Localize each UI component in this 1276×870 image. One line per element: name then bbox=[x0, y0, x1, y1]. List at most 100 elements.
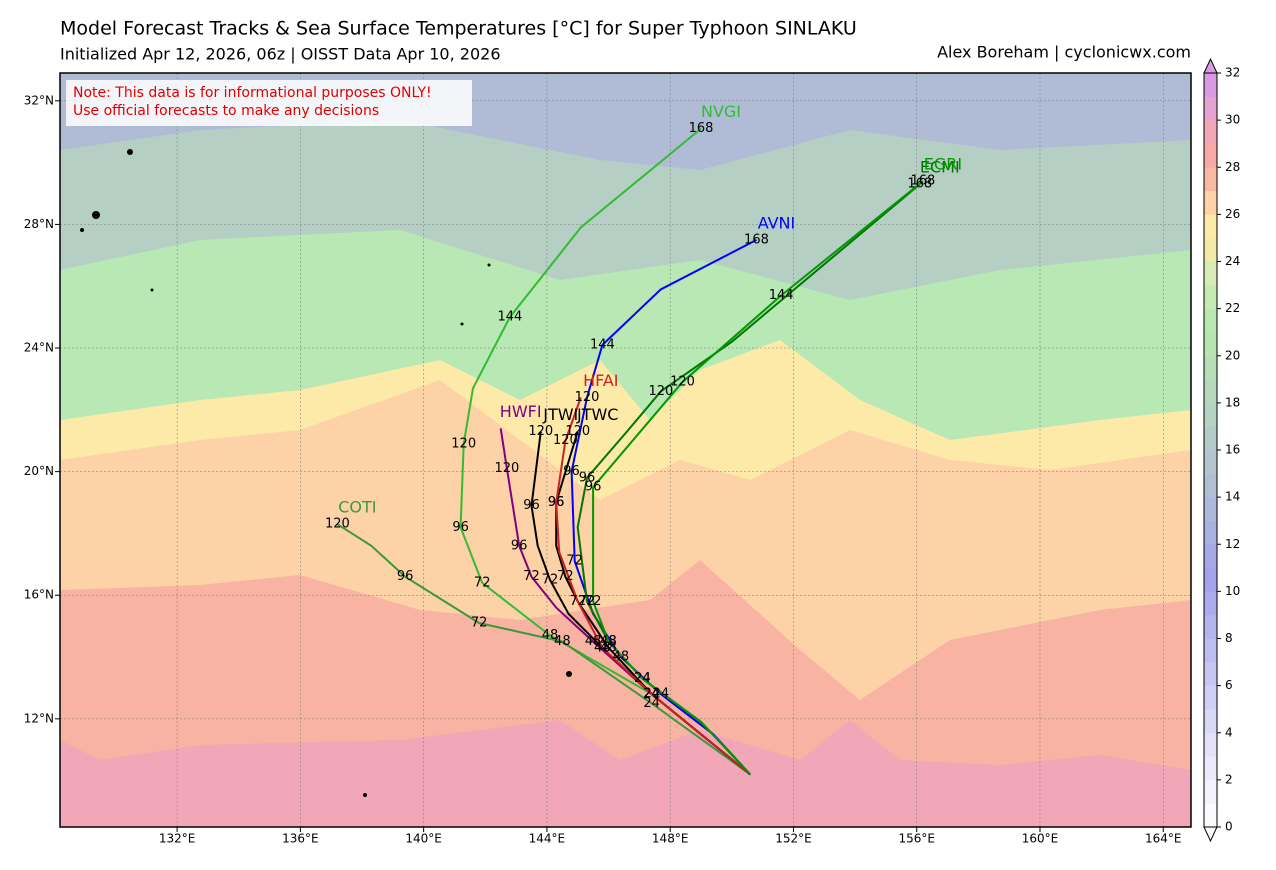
track-name: JTWI bbox=[542, 405, 578, 424]
track-name: COTI bbox=[338, 498, 376, 517]
colorbar-bin bbox=[1204, 332, 1217, 357]
forecast-hour-label: 24 bbox=[634, 671, 651, 686]
colorbar-bin bbox=[1204, 261, 1217, 286]
colorbar-bin bbox=[1204, 638, 1217, 663]
colorbar-tick-label: 4 bbox=[1225, 725, 1233, 739]
colorbar-tick-label: 6 bbox=[1225, 678, 1233, 692]
forecast-hour-label: 168 bbox=[910, 174, 935, 189]
x-tick-label: 148°E bbox=[652, 832, 689, 846]
forecast-hour-label: 168 bbox=[744, 232, 769, 247]
forecast-hour-label: 24 bbox=[643, 687, 660, 702]
colorbar-bin bbox=[1204, 402, 1217, 427]
track-name: NVGI bbox=[701, 102, 741, 121]
forecast-hour-label: 96 bbox=[523, 498, 540, 513]
forecast-hour-label: 144 bbox=[769, 288, 794, 303]
map-frame bbox=[59, 72, 1192, 828]
colorbar-tick-label: 2 bbox=[1225, 772, 1233, 786]
track-name: EGRI bbox=[924, 155, 962, 174]
sst-field bbox=[60, 73, 1191, 827]
forecast-hour-label: 144 bbox=[498, 310, 523, 325]
forecast-hour-label: 120 bbox=[451, 436, 476, 451]
colorbar-tick-label: 8 bbox=[1225, 631, 1233, 645]
forecast-hour-label: 96 bbox=[579, 470, 596, 485]
forecast-hour-label: 96 bbox=[397, 569, 414, 584]
forecast-hour-label: 120 bbox=[494, 461, 519, 476]
colorbar-bin bbox=[1204, 497, 1217, 521]
y-tick-label: 12°N bbox=[24, 711, 54, 725]
colorbar-bin bbox=[1204, 662, 1217, 686]
track-line bbox=[336, 523, 751, 776]
colorbar-bin bbox=[1204, 756, 1217, 781]
colorbar-tick-label: 14 bbox=[1225, 490, 1240, 504]
forecast-hour-label: 168 bbox=[689, 121, 714, 136]
track-line bbox=[555, 397, 751, 776]
forecast-hour-label: 120 bbox=[553, 433, 578, 448]
y-tick-label: 24°N bbox=[24, 341, 54, 355]
x-tick-label: 144°E bbox=[529, 832, 566, 846]
x-tick-label: 152°E bbox=[775, 832, 812, 846]
forecast-hour-label: 120 bbox=[565, 424, 590, 439]
colorbar-bin bbox=[1204, 567, 1217, 592]
y-tick-label: 28°N bbox=[24, 217, 54, 231]
colorbar-bin bbox=[1204, 732, 1217, 757]
colorbar-bin bbox=[1204, 779, 1217, 804]
forecast-hour-label: 96 bbox=[563, 464, 580, 479]
y-tick-label: 32°N bbox=[24, 93, 54, 107]
colorbar-bin bbox=[1204, 190, 1217, 215]
chart-subtitle: Initialized Apr 12, 2026, 06z | OISST Da… bbox=[60, 45, 501, 64]
forecast-hour-label: 168 bbox=[907, 177, 932, 192]
colorbar-tick-label: 32 bbox=[1225, 66, 1240, 80]
x-tick-label: 160°E bbox=[1022, 832, 1059, 846]
forecast-hour-label: 72 bbox=[557, 569, 574, 584]
forecast-hour-label: 120 bbox=[528, 424, 553, 439]
x-tick-label: 164°E bbox=[1145, 832, 1182, 846]
forecast-hour-label: 72 bbox=[523, 569, 540, 584]
colorbar-bin bbox=[1204, 591, 1217, 616]
forecast-hour-label: 48 bbox=[594, 640, 611, 655]
colorbar-bin bbox=[1204, 520, 1217, 545]
forecast-hour-label: 120 bbox=[325, 517, 350, 532]
forecast-hour-label: 72 bbox=[585, 594, 602, 609]
track-name: JTWC bbox=[576, 405, 618, 424]
x-tick-label: 136°E bbox=[282, 832, 319, 846]
forecast-hour-label: 120 bbox=[649, 384, 674, 399]
forecast-hour-label: 48 bbox=[613, 650, 630, 665]
islands bbox=[80, 149, 572, 797]
forecast-hour-label: 24 bbox=[634, 671, 651, 686]
colorbar-bin bbox=[1204, 426, 1217, 451]
forecast-hour-label: 48 bbox=[600, 640, 617, 655]
track-name: HFAI bbox=[583, 371, 618, 390]
colorbar-extend-bottom bbox=[1203, 826, 1218, 843]
colorbar-bin bbox=[1204, 803, 1217, 828]
y-tick-label: 20°N bbox=[24, 464, 54, 478]
colorbar-bin bbox=[1204, 473, 1217, 498]
forecast-hour-label: 120 bbox=[670, 375, 695, 390]
forecast-hour-label: 72 bbox=[579, 594, 596, 609]
colorbar-bin bbox=[1204, 544, 1217, 569]
forecast-hour-label: 24 bbox=[643, 687, 660, 702]
track-line bbox=[459, 127, 751, 776]
colorbar-tick-label: 18 bbox=[1225, 395, 1240, 409]
forecast-hour-label: 72 bbox=[566, 554, 583, 569]
note-line: Use official forecasts to make any decis… bbox=[73, 103, 379, 119]
colorbar-tick-label: 12 bbox=[1225, 537, 1240, 551]
colorbar-bin bbox=[1204, 237, 1217, 262]
chart-title: Model Forecast Tracks & Sea Surface Temp… bbox=[60, 18, 857, 40]
forecast-hour-label: 96 bbox=[511, 538, 528, 553]
colorbar-tick-label: 10 bbox=[1225, 584, 1240, 598]
track-name: HWFI bbox=[500, 402, 542, 421]
forecast-hour-label: 96 bbox=[548, 495, 565, 510]
track-name: AVNI bbox=[758, 213, 796, 232]
x-tick-label: 140°E bbox=[405, 832, 442, 846]
forecast-hour-label: 96 bbox=[452, 520, 469, 535]
colorbar-bin bbox=[1204, 379, 1217, 404]
note-background bbox=[66, 80, 472, 126]
colorbar-bin bbox=[1204, 450, 1217, 474]
colorbar-bin bbox=[1204, 73, 1217, 97]
colorbar-bin bbox=[1204, 685, 1217, 710]
colorbar-bin bbox=[1204, 167, 1217, 192]
colorbar-bin bbox=[1204, 355, 1217, 380]
